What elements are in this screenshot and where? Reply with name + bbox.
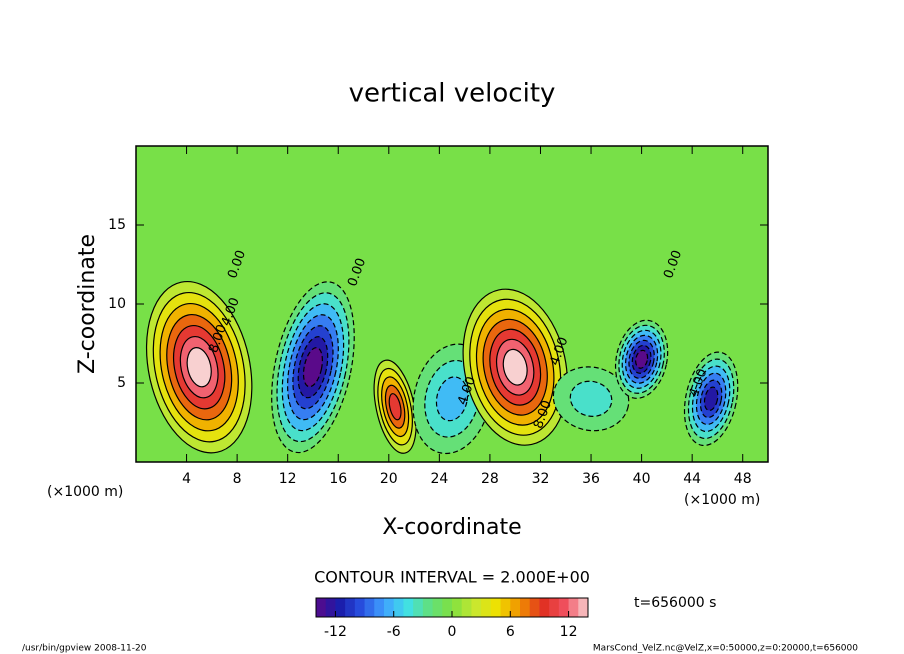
x-axis-label: X-coordinate (382, 515, 521, 540)
chart-title: vertical velocity (349, 79, 556, 109)
contour-band (186, 347, 212, 388)
colorbar-tick-label: 12 (560, 624, 578, 640)
colorbar-tick-label: -6 (387, 624, 401, 640)
x-tick-label: 4 (182, 471, 191, 487)
colorbar-cell (403, 598, 414, 617)
colorbar-cell (490, 598, 502, 617)
colorbar-cell (316, 598, 327, 617)
colorbar-cell (393, 598, 404, 617)
colorbar-cell (471, 598, 482, 617)
x-tick-label: 44 (683, 471, 701, 487)
colorbar-cell (384, 598, 395, 617)
x-tick-label: 48 (734, 471, 752, 487)
colorbar-cell (354, 598, 366, 617)
colorbar-tick-label: 0 (448, 624, 457, 640)
colorbar-cell (335, 598, 346, 617)
colorbar-cell (529, 598, 540, 617)
colorbar-cell (461, 598, 472, 617)
y-axis-label: Z-coordinate (75, 234, 100, 374)
x-tick-label: 24 (430, 471, 448, 487)
x-tick-label: 40 (633, 471, 651, 487)
contour-band (502, 348, 528, 386)
colorbar-cell (549, 598, 560, 617)
x-tick-label: 28 (481, 471, 499, 487)
footer: /usr/bin/gpview 2008-11-20 (22, 644, 147, 654)
x-unit: (×1000 m) (684, 492, 760, 508)
colorbar-cell (432, 598, 443, 617)
contour-interval: CONTOUR INTERVAL = 2.000E+00 (314, 568, 590, 587)
colorbar-cell (568, 598, 579, 617)
x-unit: (×1000 m) (47, 484, 123, 500)
colorbar-cell (452, 598, 463, 617)
colorbar-tick-label: 6 (506, 624, 515, 640)
colorbar-cell (539, 598, 550, 617)
x-tick-label: 20 (380, 471, 398, 487)
x-tick-label: 36 (582, 471, 600, 487)
x-tick-label: 16 (329, 471, 347, 487)
x-tick-label: 8 (233, 471, 242, 487)
y-tick-label: 10 (108, 296, 126, 312)
footer: MarsCond_VelZ.nc@VelZ,x=0:50000,z=0:2000… (593, 644, 858, 654)
contour-band (569, 380, 613, 417)
time-label: t=656000 s (634, 595, 716, 611)
y-tick-label: 5 (117, 375, 126, 391)
colorbar-cell (510, 598, 521, 617)
y-tick-label: 15 (108, 217, 126, 233)
contour-band (388, 393, 402, 421)
colorbar-cell (558, 598, 570, 617)
contour-band (703, 386, 719, 412)
colorbar-cell (520, 598, 531, 617)
field: 4.008.000.00 0.004.004.008.000.004.00 (136, 146, 768, 462)
contour-band (302, 347, 323, 388)
colorbar-cell (500, 598, 511, 617)
colorbar-cell (374, 598, 385, 617)
colorbar-cell (364, 598, 375, 617)
colorbar-cell (325, 598, 336, 617)
x-tick-label: 32 (532, 471, 550, 487)
colorbar-cell (422, 598, 434, 617)
colorbar-cell (413, 598, 424, 617)
contour-band (635, 349, 649, 369)
x-tick-label: 12 (279, 471, 297, 487)
colorbar-tick-label: -12 (324, 624, 347, 640)
colorbar-cell (345, 598, 356, 617)
colorbar-cell (481, 598, 492, 617)
contour-band (435, 376, 469, 422)
colorbar-cell (578, 598, 589, 617)
colorbar-cell (442, 598, 453, 617)
